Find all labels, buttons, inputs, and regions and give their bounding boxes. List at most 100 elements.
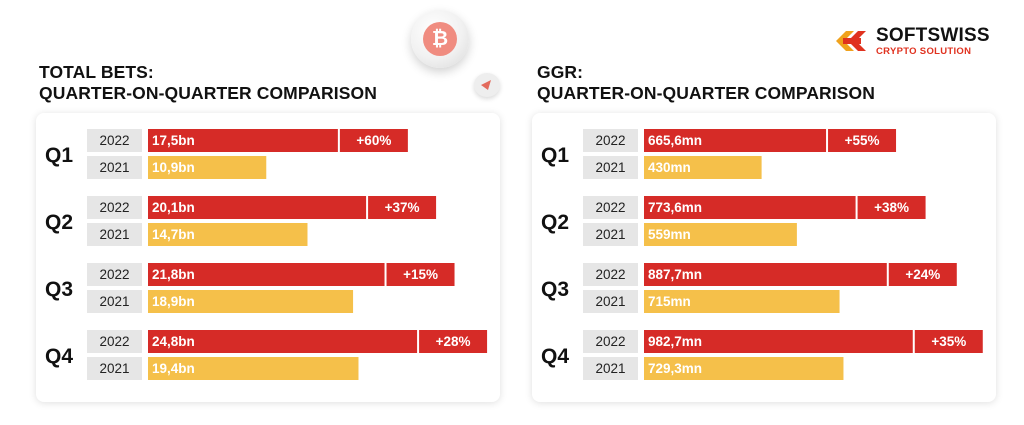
growth-label: +55% bbox=[845, 133, 880, 148]
year-label: 2021 bbox=[595, 227, 625, 242]
quarter-label: Q2 bbox=[45, 211, 73, 234]
bar-value-label: 559mn bbox=[648, 227, 691, 242]
bar-2021 bbox=[148, 223, 308, 246]
year-label: 2022 bbox=[99, 200, 129, 215]
bar-2022 bbox=[148, 330, 418, 353]
growth-bar bbox=[888, 263, 957, 286]
year-label-bg bbox=[87, 129, 142, 152]
growth-label: +24% bbox=[905, 267, 940, 282]
bar-2022 bbox=[148, 263, 385, 286]
softswiss-logo-icon bbox=[834, 27, 870, 55]
year-label: 2022 bbox=[99, 334, 129, 349]
bar-2021 bbox=[644, 357, 844, 380]
year-label: 2022 bbox=[595, 200, 625, 215]
bar-value-label: 18,9bn bbox=[152, 294, 195, 309]
year-label: 2022 bbox=[595, 267, 625, 282]
bar-2022 bbox=[644, 129, 827, 152]
bar-2022 bbox=[148, 129, 338, 152]
year-label: 2022 bbox=[99, 133, 129, 148]
brand-name: SOFTSWISS bbox=[876, 24, 990, 46]
softswiss-logo: SOFTSWISS CRYPTO SOLUTION bbox=[834, 24, 990, 58]
bar-2022 bbox=[644, 330, 913, 353]
bar-value-label: 773,6mn bbox=[648, 200, 702, 215]
year-label: 2021 bbox=[99, 361, 129, 376]
total-bets-title: TOTAL BETS: QUARTER-ON-QUARTER COMPARISO… bbox=[39, 62, 377, 104]
bar-value-label: 729,3mn bbox=[648, 361, 702, 376]
bar-2021 bbox=[644, 223, 797, 246]
ggr-title-line1: GGR: bbox=[537, 62, 584, 82]
year-label-bg bbox=[87, 196, 142, 219]
bar-2021 bbox=[148, 357, 359, 380]
poker-chip-icon bbox=[474, 73, 500, 97]
growth-label: +35% bbox=[931, 334, 966, 349]
bar-value-label: 665,6mn bbox=[648, 133, 702, 148]
year-label-bg bbox=[583, 156, 638, 179]
bar-value-label: 887,7mn bbox=[648, 267, 702, 282]
year-label-bg bbox=[87, 263, 142, 286]
growth-bar bbox=[386, 263, 455, 286]
quarter-label: Q4 bbox=[45, 345, 73, 368]
year-label: 2021 bbox=[595, 160, 625, 175]
year-label: 2021 bbox=[99, 294, 129, 309]
bar-value-label: 20,1bn bbox=[152, 200, 195, 215]
growth-label: +60% bbox=[356, 133, 391, 148]
ggr-title-line2: QUARTER-ON-QUARTER COMPARISON bbox=[537, 83, 875, 103]
quarter-label: Q3 bbox=[541, 278, 569, 301]
total-bets-title-line1: TOTAL BETS: bbox=[39, 62, 154, 82]
growth-bar bbox=[857, 196, 926, 219]
growth-label: +37% bbox=[385, 200, 420, 215]
year-label-bg bbox=[583, 290, 638, 313]
bar-value-label: 982,7mn bbox=[648, 334, 702, 349]
quarter-label: Q1 bbox=[45, 144, 73, 167]
year-label-bg bbox=[583, 196, 638, 219]
year-label: 2021 bbox=[595, 294, 625, 309]
bar-value-label: 430mn bbox=[648, 160, 691, 175]
growth-bar bbox=[419, 330, 488, 353]
year-label-bg bbox=[87, 290, 142, 313]
year-label: 2021 bbox=[99, 160, 129, 175]
brand-subtitle: CRYPTO SOLUTION bbox=[876, 45, 972, 57]
year-label: 2021 bbox=[99, 227, 129, 242]
year-label-bg bbox=[583, 223, 638, 246]
growth-label: +38% bbox=[874, 200, 909, 215]
bar-2021 bbox=[644, 156, 762, 179]
bar-value-label: 10,9bn bbox=[152, 160, 195, 175]
growth-bar bbox=[914, 330, 983, 353]
year-label-bg bbox=[87, 330, 142, 353]
bar-value-label: 715mn bbox=[648, 294, 691, 309]
bar-2021 bbox=[148, 290, 354, 313]
growth-bar bbox=[339, 129, 408, 152]
ggr-title: GGR: QUARTER-ON-QUARTER COMPARISON bbox=[537, 62, 875, 104]
bar-value-label: 19,4bn bbox=[152, 361, 195, 376]
bar-value-label: 14,7bn bbox=[152, 227, 195, 242]
growth-bar bbox=[828, 129, 897, 152]
year-label-bg bbox=[583, 330, 638, 353]
bar-2021 bbox=[148, 156, 267, 179]
year-label-bg bbox=[583, 129, 638, 152]
year-label-bg bbox=[87, 223, 142, 246]
year-label: 2021 bbox=[595, 361, 625, 376]
growth-label: +15% bbox=[403, 267, 438, 282]
bar-value-label: 17,5bn bbox=[152, 133, 195, 148]
total-bets-title-line2: QUARTER-ON-QUARTER COMPARISON bbox=[39, 83, 377, 103]
bar-2022 bbox=[644, 263, 887, 286]
bar-2022 bbox=[644, 196, 856, 219]
year-label-bg bbox=[87, 357, 142, 380]
bar-value-label: 24,8bn bbox=[152, 334, 195, 349]
growth-bar bbox=[368, 196, 437, 219]
year-label-bg bbox=[583, 357, 638, 380]
bar-2022 bbox=[148, 196, 367, 219]
year-label: 2022 bbox=[99, 267, 129, 282]
quarter-label: Q2 bbox=[541, 211, 569, 234]
year-label: 2022 bbox=[595, 334, 625, 349]
quarter-label: Q3 bbox=[45, 278, 73, 301]
year-label-bg bbox=[87, 156, 142, 179]
quarter-label: Q4 bbox=[541, 345, 569, 368]
bitcoin-symbol: ₿ bbox=[423, 22, 457, 56]
year-label: 2022 bbox=[595, 133, 625, 148]
quarter-label: Q1 bbox=[541, 144, 569, 167]
bar-2021 bbox=[644, 290, 840, 313]
growth-label: +28% bbox=[436, 334, 471, 349]
bar-value-label: 21,8bn bbox=[152, 267, 195, 282]
